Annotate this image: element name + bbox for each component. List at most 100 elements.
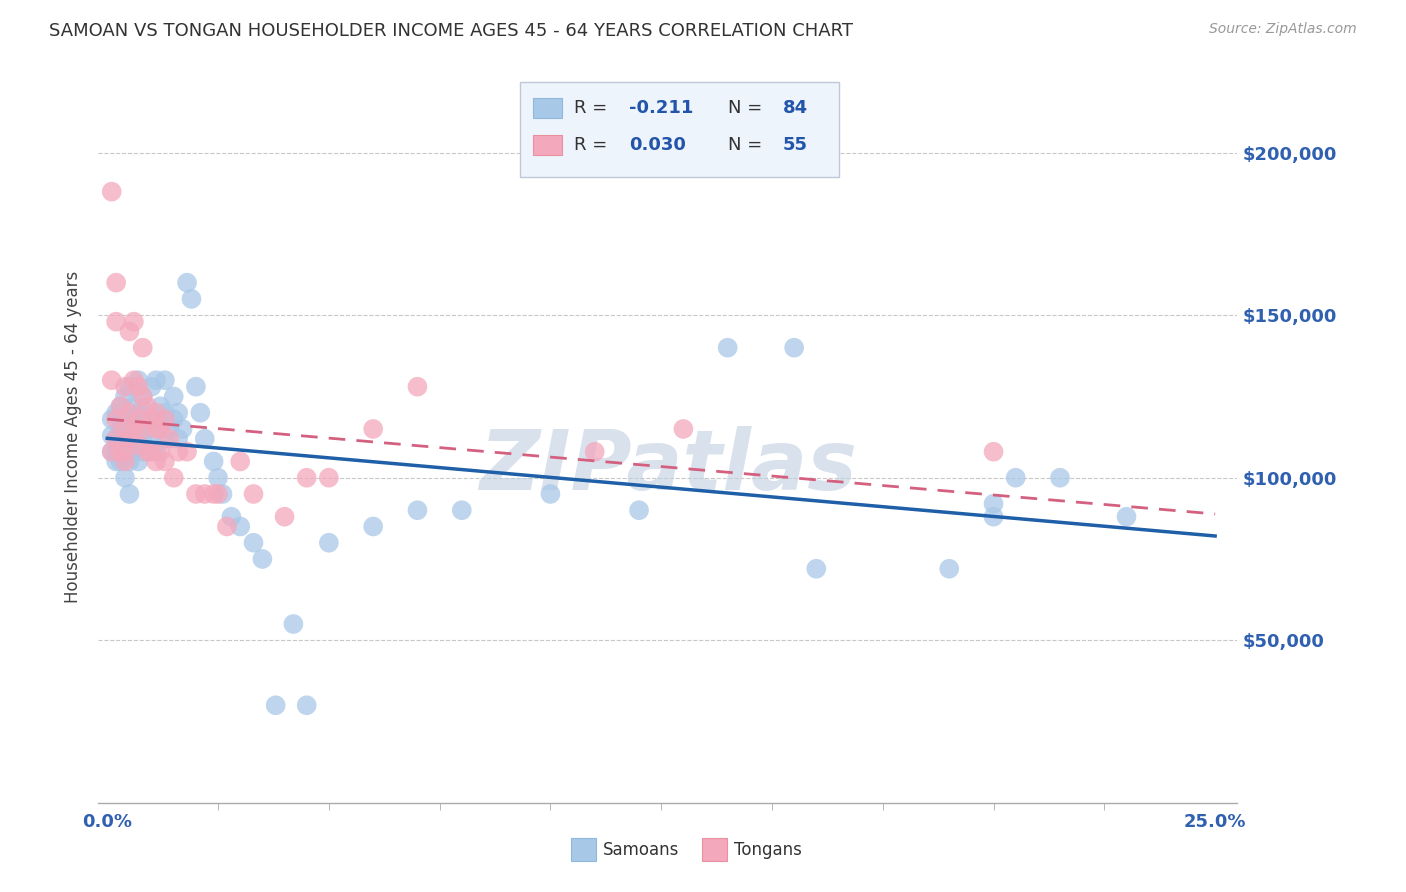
Point [318, 471, 340, 485]
Point [180, 292, 202, 306]
Point [252, 552, 274, 566]
Text: -0.211: -0.211 [628, 99, 693, 117]
Point [583, 444, 606, 458]
Point [167, 406, 190, 420]
Point [188, 406, 211, 420]
Point [157, 432, 180, 446]
Point [163, 389, 186, 403]
Point [127, 412, 149, 426]
Point [983, 497, 1005, 511]
Text: ZIPatlas: ZIPatlas [479, 425, 856, 507]
Point [145, 422, 167, 436]
Point [215, 519, 238, 533]
Point [149, 422, 172, 436]
Point [132, 444, 155, 458]
Point [207, 471, 229, 485]
Point [202, 454, 225, 468]
Point [100, 373, 122, 387]
Point [141, 432, 163, 446]
Point [153, 373, 176, 387]
Point [110, 412, 132, 426]
Point [361, 422, 384, 436]
FancyBboxPatch shape [533, 135, 562, 154]
Point [122, 399, 145, 413]
Point [122, 444, 145, 458]
Point [1004, 471, 1026, 485]
Point [105, 444, 128, 458]
Point [672, 422, 695, 436]
Point [194, 487, 217, 501]
Point [105, 432, 128, 446]
Point [153, 432, 176, 446]
Point [114, 422, 136, 436]
FancyBboxPatch shape [533, 98, 562, 118]
Point [110, 438, 132, 452]
Text: Source: ZipAtlas.com: Source: ZipAtlas.com [1209, 22, 1357, 37]
Point [149, 399, 172, 413]
Point [118, 412, 141, 426]
Point [450, 503, 472, 517]
Point [132, 412, 155, 426]
Point [264, 698, 287, 713]
Point [118, 380, 141, 394]
Point [105, 454, 128, 468]
Text: R =: R = [575, 99, 613, 117]
Point [132, 389, 155, 403]
Point [983, 509, 1005, 524]
Point [163, 471, 186, 485]
Point [100, 428, 122, 442]
Point [141, 412, 163, 426]
Point [105, 412, 128, 426]
Point [122, 422, 145, 436]
Point [118, 432, 141, 446]
Point [202, 487, 225, 501]
Point [229, 454, 252, 468]
Point [118, 325, 141, 339]
Text: 0.030: 0.030 [628, 136, 686, 153]
Point [318, 535, 340, 549]
Point [132, 341, 155, 355]
Point [242, 535, 264, 549]
Point [100, 444, 122, 458]
Text: 84: 84 [783, 99, 808, 117]
Point [110, 444, 132, 458]
Text: 55: 55 [783, 136, 808, 153]
Point [163, 412, 186, 426]
Point [783, 341, 806, 355]
Point [141, 380, 163, 394]
Point [157, 422, 180, 436]
Point [194, 432, 217, 446]
Point [153, 406, 176, 420]
Point [283, 617, 305, 632]
Point [110, 399, 132, 413]
Point [295, 698, 318, 713]
Point [105, 406, 128, 420]
Point [114, 454, 136, 468]
Point [127, 432, 149, 446]
Point [221, 509, 243, 524]
Point [983, 444, 1005, 458]
Point [127, 454, 149, 468]
Point [361, 519, 384, 533]
Point [141, 412, 163, 426]
Point [122, 373, 145, 387]
Point [100, 412, 122, 426]
Point [176, 444, 198, 458]
Y-axis label: Householder Income Ages 45 - 64 years: Householder Income Ages 45 - 64 years [63, 271, 82, 603]
Point [145, 373, 167, 387]
Point [717, 341, 740, 355]
Point [100, 444, 122, 458]
Point [114, 422, 136, 436]
Text: R =: R = [575, 136, 613, 153]
Point [273, 509, 295, 524]
Point [114, 380, 136, 394]
Text: Tongans: Tongans [734, 840, 801, 859]
Point [184, 487, 207, 501]
Point [122, 422, 145, 436]
FancyBboxPatch shape [520, 82, 839, 178]
Point [153, 454, 176, 468]
Point [1049, 471, 1071, 485]
Point [184, 380, 207, 394]
Point [1115, 509, 1137, 524]
Point [136, 444, 159, 458]
